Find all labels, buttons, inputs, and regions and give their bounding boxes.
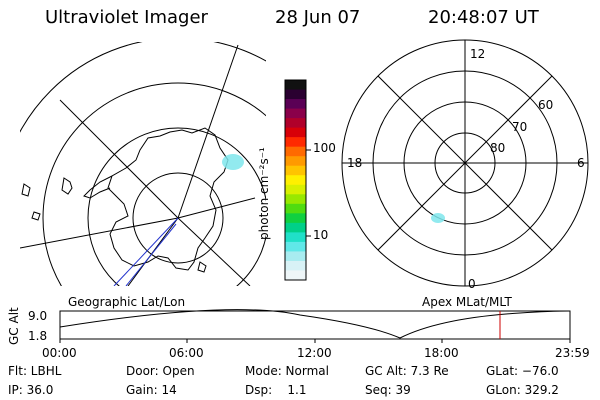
- mlt-polar-plot: [341, 39, 589, 287]
- coastline-fragment: [197, 261, 207, 273]
- mlat-label: 70: [512, 120, 528, 134]
- info-door: Door: Open: [126, 364, 195, 378]
- colorbar-band: [285, 194, 306, 205]
- mlt-label-dawn: 6: [577, 156, 585, 170]
- colorbar-band: [285, 146, 306, 157]
- info-gc-alt: GC Alt: 7.3 Re: [365, 364, 449, 378]
- colorbar-band: [285, 175, 306, 186]
- info-gain: Gain: 14: [126, 383, 177, 397]
- geographic-map: [20, 42, 266, 286]
- info-dsp: Dsp: 1.1: [245, 383, 307, 397]
- altitude-ytick: 1.8: [28, 329, 48, 343]
- apex-panel-label: Apex MLat/MLT: [422, 295, 512, 309]
- colorbar-band: [285, 260, 306, 271]
- colorbar-band: [285, 213, 306, 224]
- info-ip: IP: 36.0: [8, 383, 54, 397]
- auroral-emission-mlt: [431, 213, 445, 223]
- colorbar-band: [285, 222, 306, 233]
- colorbar: [285, 80, 306, 281]
- info-filter: Flt: LBHL: [8, 364, 62, 378]
- orbit-track: [125, 223, 177, 286]
- date-label: 28 Jun 07: [275, 7, 361, 28]
- mlat-label: 80: [490, 141, 506, 155]
- meridian-line: [177, 44, 239, 219]
- colorbar-band: [285, 127, 306, 138]
- colorbar-band: [285, 184, 306, 195]
- app-title: Ultraviolet Imager: [45, 7, 208, 28]
- coastline-fragment: [31, 211, 41, 221]
- info-seq: Seq: 39: [365, 383, 411, 397]
- geographic-panel-label: Geographic Lat/Lon: [68, 295, 186, 309]
- latitude-circle-middle: [87, 127, 266, 286]
- info-mode: Mode: Normal: [245, 364, 329, 378]
- info-glon: GLon: 329.2: [486, 383, 559, 397]
- latitude-circle-outer: [42, 82, 266, 286]
- colorbar-band: [285, 99, 306, 110]
- colorbar-band: [285, 89, 306, 100]
- mlt-label-midnight: 0: [468, 277, 476, 291]
- altitude-curve: [59, 309, 571, 339]
- colorbar-unit: photon cm⁻²s⁻¹: [257, 147, 271, 240]
- altitude-plot: [59, 309, 571, 343]
- antarctica-coastline: [107, 127, 229, 271]
- colorbar-band: [285, 80, 306, 91]
- mlat-label: 60: [538, 98, 554, 112]
- meridian-line: [177, 197, 256, 219]
- colorbar-band: [285, 137, 306, 148]
- coastline-fragment: [61, 177, 73, 195]
- mlt-label-dusk: 18: [347, 156, 363, 170]
- altitude-xtick: 23:59: [555, 346, 590, 360]
- colorbar-band: [285, 118, 306, 129]
- meridian-line: [59, 99, 179, 219]
- time-label: 20:48:07 UT: [428, 7, 539, 28]
- colorbar-band: [285, 241, 306, 252]
- colorbar-band: [285, 203, 306, 214]
- altitude-xtick: 18:00: [424, 346, 459, 360]
- info-glat: GLat: −76.0: [486, 364, 559, 378]
- meridian-line: [20, 217, 179, 249]
- antarctic-peninsula: [83, 175, 113, 199]
- colorbar-frame: [284, 79, 307, 281]
- colorbar-tick-label: 100: [313, 141, 336, 155]
- mlt-label-noon: 12: [470, 47, 486, 61]
- altitude-ylabel: GC Alt: [7, 307, 21, 345]
- colorbar-band: [285, 156, 306, 167]
- altitude-xtick: 00:00: [42, 346, 77, 360]
- mlt-meridian: [377, 75, 553, 251]
- latitude-circle-inner: [132, 172, 224, 264]
- colorbar-band: [285, 108, 306, 119]
- colorbar-band: [285, 165, 306, 176]
- colorbar-tick-label: 10: [313, 228, 329, 242]
- altitude-xtick: 12:00: [297, 346, 332, 360]
- coastline-fragment: [21, 183, 31, 197]
- auroral-emission-geo: [222, 154, 244, 170]
- colorbar-band: [285, 251, 306, 262]
- altitude-xtick: 06:00: [169, 346, 204, 360]
- colorbar-band: [285, 270, 306, 281]
- colorbar-band: [285, 232, 306, 243]
- meridian-line: [177, 217, 251, 286]
- altitude-ytick: 9.0: [28, 309, 48, 323]
- orbit-track: [113, 217, 179, 286]
